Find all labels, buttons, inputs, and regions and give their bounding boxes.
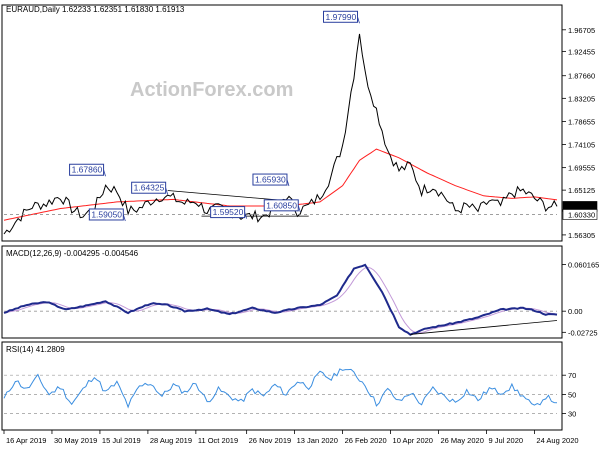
annotation-label-3: 1.59050 — [91, 209, 122, 219]
macd-ytick-label-0: 0.060165 — [568, 261, 599, 270]
main-ytick-label-5: 1.74105 — [568, 141, 595, 150]
macd-panel: MACD(12,26,9) -0.004295 -0.004546 0.0601… — [1, 245, 599, 339]
main-ytick-label-0: 1.96705 — [568, 26, 595, 35]
annotation-box-4 — [252, 173, 288, 186]
xtick-label-11: 24 Aug 2020 — [536, 436, 578, 445]
macd-line — [3, 263, 558, 336]
annotation-label-6: 1.59520 — [213, 207, 244, 217]
rsi-title: RSI(14) 41.2809 — [6, 345, 65, 354]
xtick-label-6: 13 Jan 2020 — [297, 436, 338, 445]
x-axis: 16 Apr 2019 30 May 2019 15 Jul 2019 28 Aug … — [3, 430, 579, 445]
xtick-label-3: 28 Aug 2019 — [150, 436, 192, 445]
main-ytick-label-9: 1.60330 — [568, 210, 595, 219]
rsi-panel: RSI(14) 41.2809 70 50 30 — [1, 341, 576, 431]
xtick-label-0: 16 Apr 2019 — [6, 436, 46, 445]
xtick-label-1: 30 May 2019 — [54, 436, 97, 445]
main-ytick-label-3: 1.83205 — [568, 94, 595, 103]
main-trendline-0 — [167, 190, 281, 201]
annotation-box-6 — [210, 206, 246, 219]
xtick-label-5: 26 Nov 2019 — [249, 436, 292, 445]
xtick-label-8: 10 Apr 2020 — [393, 436, 433, 445]
annotation-box-5 — [263, 199, 299, 212]
annotation-label-4: 1.65930 — [255, 175, 286, 185]
main-ytick-label-6: 1.69555 — [568, 164, 595, 173]
annotation-box-1 — [69, 163, 105, 176]
annotation-label-2: 1.64325 — [134, 183, 165, 193]
price-annotations: 1.97990 1.67860 1.64325 1.59050 1.65930 1.608… — [69, 10, 360, 222]
xtick-label-7: 26 Feb 2020 — [345, 436, 387, 445]
main-panel: ActionForex.com EURAUD,Daily 1.62233 1.6… — [1, 4, 598, 242]
xtick-label-10: 9 Jul 2020 — [488, 436, 523, 445]
macd-y-axis: 0.060165 0.00 -0.02725 — [562, 261, 599, 337]
xtick-label-2: 15 Jul 2019 — [102, 436, 141, 445]
macd-ytick-label-2: -0.02725 — [568, 328, 598, 337]
annotation-label-0: 1.97990 — [326, 12, 357, 22]
watermark: ActionForex.com — [130, 79, 293, 101]
rsi-ytick-label-0: 70 — [568, 371, 576, 380]
rsi-ytick-label-1: 50 — [568, 390, 576, 399]
support-price-tag — [562, 209, 598, 220]
main-ytick-label-2: 1.87660 — [568, 72, 595, 81]
macd-trendline — [410, 320, 558, 335]
rsi-line — [3, 368, 558, 409]
rsi-levels: 70 50 30 — [4, 371, 576, 419]
macd-panel-frame — [1, 245, 563, 339]
macd-title: MACD(12,26,9) -0.004295 -0.004546 — [6, 249, 139, 258]
main-ytick-label-4: 1.78655 — [568, 117, 595, 126]
main-ytick-label-7: 1.65125 — [568, 186, 595, 195]
main-y-axis: 1.96705 1.92455 1.87660 1.83205 1.78655 1.741… — [562, 26, 598, 240]
main-title: EURAUD,Daily 1.62233 1.62351 1.61830 1.6… — [6, 5, 185, 14]
macd-ytick-label-1: 0.00 — [568, 307, 583, 316]
xtick-label-9: 26 May 2020 — [441, 436, 484, 445]
rsi-ytick-label-2: 30 — [568, 410, 576, 419]
annotation-box-3 — [88, 208, 124, 221]
annotation-label-1: 1.67860 — [72, 165, 103, 175]
annotation-label-5: 1.60850 — [266, 200, 297, 210]
main-ytick-label-8: 1.61913 — [568, 202, 595, 211]
main-ytick-label-1: 1.92455 — [568, 47, 595, 56]
annotation-box-0 — [323, 10, 358, 23]
rsi-panel-frame — [1, 341, 563, 431]
xtick-label-4: 11 Oct 2019 — [198, 436, 238, 445]
annotation-box-2 — [131, 181, 167, 194]
main-ytick-label-10: 1.56305 — [568, 231, 595, 240]
